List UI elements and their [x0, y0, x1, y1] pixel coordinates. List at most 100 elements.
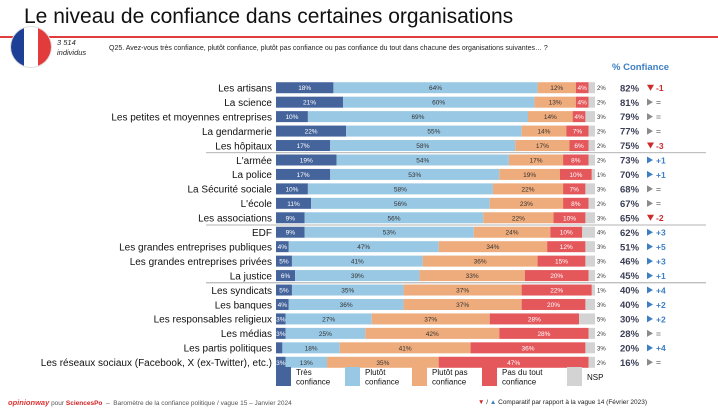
stacked-bar-chart: Les artisans 18% 64% 12% 4% 2% 82% -1 La science… — [41, 82, 706, 387]
confidence-value-les-grandes-entreprises-privees: 46% — [620, 257, 640, 268]
confidence-value-les-syndicats: 40% — [620, 286, 640, 297]
data-label-tres-la-securite-sociale: 10% — [285, 186, 298, 193]
evolution-value-edf: +3 — [656, 228, 666, 238]
evolution-up-icon — [647, 286, 653, 294]
data-label-nsp-la-police: 1% — [597, 173, 606, 179]
footer-pour: pour — [51, 400, 65, 407]
confidence-value-la-police: 70% — [620, 170, 640, 181]
confidence-value-la-securite-sociale: 68% — [620, 184, 640, 195]
evolution-value-les-grandes-entreprises-privees: +3 — [656, 257, 666, 267]
data-label-tres-les-grandes-entreprises-privees: 5% — [279, 259, 289, 266]
evolution-neutral-icon — [647, 113, 653, 121]
bar-tres-les-grandes-entreprises-publiques — [276, 241, 289, 253]
data-label-plutot_pas-les-hopitaux: 17% — [536, 143, 549, 150]
evolution-value-les-petites-et-moyennes-entreprises: = — [656, 112, 661, 122]
bar-plutot-les-banques — [288, 298, 404, 310]
evolution-neutral-icon — [647, 358, 653, 366]
bar-plutot_pas-les-partis-politiques — [339, 342, 471, 354]
data-label-tres-les-reseaux-sociaux-facebook-x-ex-twitter-etc: 3% — [276, 360, 286, 367]
evolution-value-la-gendarmerie: = — [656, 126, 661, 136]
bar-plutot-la-justice — [295, 270, 420, 282]
data-label-tres-l-ecole: 11% — [287, 201, 300, 208]
bar-plutot_pas-la-justice — [419, 270, 525, 282]
data-label-plutot_pas-la-securite-sociale: 22% — [522, 186, 535, 193]
bar-plutot-l-armee — [336, 154, 509, 166]
data-label-plutot-la-justice: 39% — [351, 273, 364, 280]
bar-pas_du_tout-l-armee — [563, 154, 589, 166]
confidence-value-l-ecole: 67% — [620, 199, 640, 210]
bar-plutot-les-grandes-entreprises-privees — [291, 255, 423, 267]
bar-tres-l-ecole — [276, 197, 312, 209]
sample-unit: individus — [57, 48, 87, 57]
data-label-plutot-les-medias: 25% — [319, 331, 332, 338]
footer-source: opinionway pour SciencesPo – Baromètre d… — [8, 398, 292, 407]
data-label-pas_du_tout-l-armee: 8% — [571, 157, 581, 164]
bar-nsp-la-justice — [588, 270, 595, 282]
data-label-plutot-les-partis-politiques: 18% — [305, 345, 318, 352]
bar-plutot-les-syndicats — [291, 284, 404, 296]
evolution-value-les-medias: = — [656, 329, 661, 339]
bar-plutot-les-petites-et-moyennes-entreprises — [307, 111, 529, 123]
bar-tres-l-armee — [276, 154, 337, 166]
confidence-value-les-responsables-religieux: 30% — [620, 315, 640, 326]
bar-pas_du_tout-les-reseaux-sociaux-facebook-x-ex-twitter-etc — [438, 356, 589, 368]
data-label-pas_du_tout-les-grandes-entreprises-privees: 15% — [555, 259, 568, 266]
title-underline — [0, 36, 718, 38]
evolution-up-icon — [647, 315, 653, 323]
bar-plutot-les-associations — [304, 212, 484, 224]
footer-comparison: ▼ / ▲ Comparatif par rapport à la vague … — [478, 399, 647, 406]
data-label-nsp-l-armee: 2% — [597, 158, 606, 164]
bar-pas_du_tout-les-petites-et-moyennes-entreprises — [572, 111, 586, 123]
bar-pas_du_tout-les-syndicats — [521, 284, 592, 296]
evolution-value-les-partis-politiques: +4 — [656, 343, 666, 353]
category-label-les-syndicats: Les syndicats — [211, 286, 272, 297]
bar-tres-les-artisans — [276, 82, 334, 94]
bar-plutot_pas-les-associations — [483, 212, 554, 224]
bar-pas_du_tout-la-gendarmerie — [566, 125, 589, 137]
data-label-plutot_pas-l-armee: 17% — [529, 157, 542, 164]
data-label-plutot-l-ecole: 56% — [394, 201, 407, 208]
bar-plutot_pas-les-petites-et-moyennes-entreprises — [528, 111, 573, 123]
bar-plutot-la-gendarmerie — [346, 125, 522, 137]
data-label-tres-les-syndicats: 5% — [279, 288, 289, 295]
confidence-value-les-associations: 65% — [620, 213, 640, 224]
data-label-pas_du_tout-la-gendarmerie: 7% — [573, 129, 583, 136]
bar-pas_du_tout-les-artisans — [575, 82, 589, 94]
category-label-l-armee: L'armée — [236, 156, 272, 167]
bar-nsp-les-associations — [585, 212, 595, 224]
bar-plutot-les-hopitaux — [330, 140, 516, 152]
comparison-separator: / — [486, 399, 489, 406]
bar-nsp-l-armee — [588, 154, 595, 166]
bar-tres-la-securite-sociale — [276, 183, 308, 195]
data-label-nsp-la-justice: 2% — [597, 274, 606, 280]
evolution-down-icon — [647, 84, 654, 91]
bar-plutot-la-police — [330, 168, 500, 180]
confidence-value-l-armee: 73% — [620, 156, 640, 167]
data-label-plutot-les-banques: 36% — [340, 302, 353, 309]
category-label-la-securite-sociale: La Sécurité sociale — [188, 185, 273, 196]
data-label-plutot-les-petites-et-moyennes-entreprises: 69% — [411, 114, 424, 121]
legend-label-plutot_pas: confiance — [432, 378, 467, 387]
evolution-down-icon — [647, 214, 654, 221]
data-label-plutot_pas-les-petites-et-moyennes-entreprises: 14% — [544, 114, 557, 121]
category-label-les-reseaux-sociaux-facebook-x-ex-twitter-etc: Les réseaux sociaux (Facebook, X (ex-Twi… — [41, 358, 272, 369]
data-label-pas_du_tout-les-artisans: 4% — [578, 85, 588, 92]
bar-tres-la-police — [276, 168, 331, 180]
data-label-tres-les-petites-et-moyennes-entreprises: 10% — [285, 114, 298, 121]
data-label-nsp-la-gendarmerie: 2% — [597, 130, 606, 136]
data-label-pas_du_tout-edf: 10% — [560, 230, 573, 237]
data-label-plutot_pas-la-police: 19% — [523, 172, 536, 179]
bar-pas_du_tout-edf — [550, 226, 583, 238]
bar-plutot_pas-les-grandes-entreprises-privees — [422, 255, 538, 267]
bar-nsp-l-ecole — [588, 197, 595, 209]
category-label-les-hopitaux: Les hôpitaux — [215, 141, 272, 152]
legend-swatch-nsp — [567, 367, 582, 386]
confidence-value-les-grandes-entreprises-publiques: 51% — [620, 242, 640, 253]
bar-plutot_pas-l-armee — [508, 154, 564, 166]
bar-pas_du_tout-la-justice — [524, 270, 589, 282]
evolution-up-icon — [647, 300, 653, 308]
sciencespo-logo: SciencesPo — [65, 400, 103, 407]
data-label-plutot_pas-les-reseaux-sociaux-facebook-x-ex-twitter-etc: 35% — [376, 360, 389, 367]
data-label-tres-les-responsables-religieux: 3% — [276, 316, 286, 323]
bar-nsp-edf — [582, 226, 595, 238]
